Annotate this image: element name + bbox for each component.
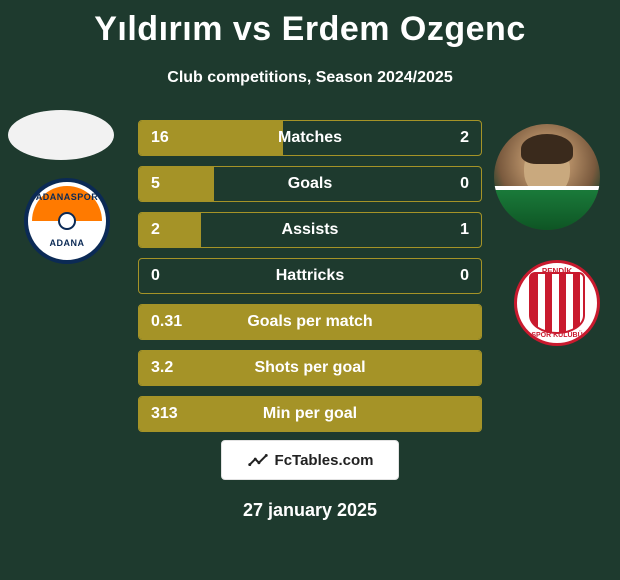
stat-row: 5 Goals 0 (138, 166, 482, 202)
date-text: 27 january 2025 (0, 500, 620, 521)
stat-label: Hattricks (139, 267, 481, 285)
player1-name: Yıldırım (94, 10, 223, 48)
stat-right-value: 0 (460, 175, 469, 193)
vs-text: vs (233, 10, 272, 48)
stat-label: Goals per match (139, 313, 481, 331)
ball-icon (58, 212, 76, 230)
stat-label: Assists (139, 221, 481, 239)
stat-row: 2 Assists 1 (138, 212, 482, 248)
club1-name-top: ADANASPOR (32, 192, 102, 202)
stat-row: 313 Min per goal (138, 396, 482, 432)
stat-label: Shots per goal (139, 359, 481, 377)
stat-right-value: 0 (460, 267, 469, 285)
stat-row: 0 Hattricks 0 (138, 258, 482, 294)
stat-label: Min per goal (139, 405, 481, 423)
player2-name: Erdem Ozgenc (282, 10, 526, 48)
subtitle: Club competitions, Season 2024/2025 (0, 69, 620, 87)
stat-right-value: 1 (460, 221, 469, 239)
player1-avatar (8, 110, 114, 160)
stat-label: Matches (139, 129, 481, 147)
stat-right-value: 2 (460, 129, 469, 147)
avatar-placeholder-icon (8, 110, 114, 160)
fctables-logo: FcTables.com (221, 440, 399, 480)
chart-icon (247, 449, 269, 471)
logo-text: FcTables.com (275, 452, 374, 469)
stats-container: 16 Matches 2 5 Goals 0 2 Assists 1 0 Hat… (138, 120, 482, 442)
stat-row: 0.31 Goals per match (138, 304, 482, 340)
jersey-icon (494, 186, 600, 230)
player2-avatar (494, 124, 600, 230)
shield-icon (529, 272, 585, 334)
player2-club-badge: PENDİK SPOR KULÜBÜ (514, 260, 600, 346)
stat-label: Goals (139, 175, 481, 193)
club1-name-bottom: ADANA (32, 238, 102, 248)
stat-row: 3.2 Shots per goal (138, 350, 482, 386)
club2-name-bottom: SPOR KULÜBÜ (517, 332, 597, 339)
page-title: Yıldırım vs Erdem Ozgenc (0, 0, 620, 49)
player1-club-badge: ADANASPOR ADANA (24, 178, 110, 264)
stat-row: 16 Matches 2 (138, 120, 482, 156)
